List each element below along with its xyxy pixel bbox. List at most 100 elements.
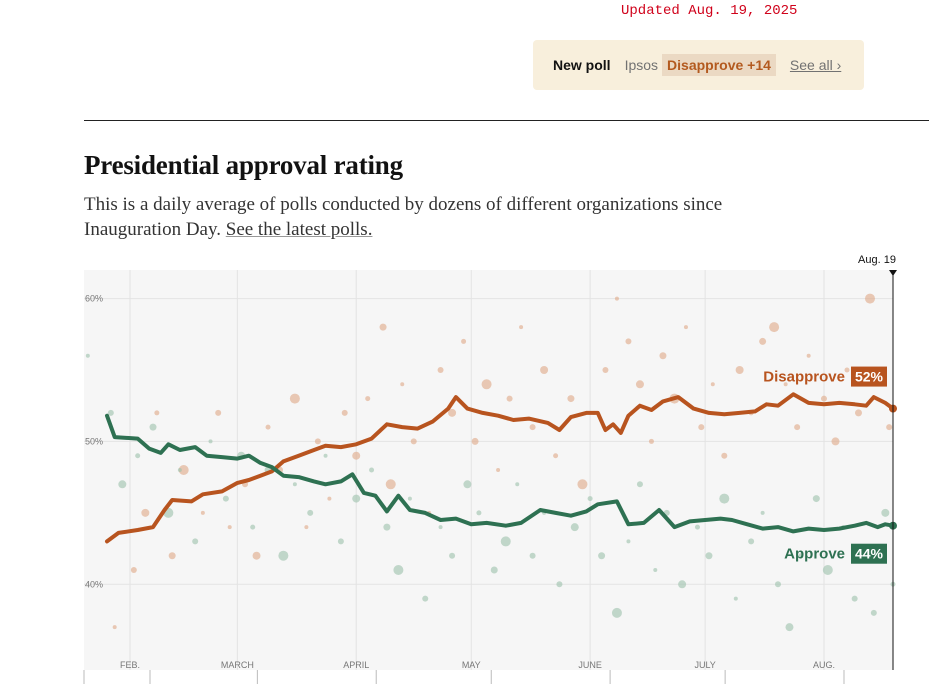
disapprove-poll-dot (227, 525, 232, 530)
approve-poll-dot (422, 595, 429, 602)
approve-poll-dot (500, 536, 511, 547)
disapprove-poll-dot (437, 367, 444, 373)
disapprove-poll-dot (635, 380, 644, 389)
x-tick-label: JULY (694, 660, 715, 670)
approve-poll-dot (570, 523, 579, 532)
approve-poll-dot (760, 510, 765, 515)
disapprove-poll-dot (769, 322, 780, 333)
disapprove-poll-dot (794, 424, 801, 431)
x-tick-label: APRIL (343, 660, 369, 670)
approve-poll-dot (822, 565, 833, 575)
approve-poll-dot (149, 423, 157, 431)
disapprove-pct-label: 52% (855, 369, 884, 385)
y-tick-label: 60% (85, 294, 103, 304)
approve-poll-dot (515, 482, 520, 487)
see-all-link[interactable]: See all › (789, 57, 842, 73)
disapprove-poll-dot (130, 567, 137, 573)
disapprove-poll-dot (854, 409, 862, 417)
approve-poll-dot (636, 481, 643, 488)
y-tick-label: 50% (85, 436, 103, 446)
disapprove-poll-dot (365, 396, 371, 402)
approve-poll-dot (337, 538, 344, 545)
disapprove-poll-dot (648, 438, 654, 444)
disapprove-poll-dot (448, 408, 457, 417)
x-tick-label: FEB. (120, 660, 140, 670)
latest-polls-link[interactable]: See the latest polls. (225, 219, 373, 240)
approve-poll-dot (307, 509, 314, 516)
disapprove-poll-dot (304, 525, 309, 530)
approve-poll-dot (881, 508, 890, 517)
plot-background (84, 270, 893, 670)
disapprove-poll-dot (567, 395, 575, 403)
pollster-name: Ipsos (624, 57, 659, 73)
approve-poll-dot (529, 552, 536, 559)
disapprove-label: Disapprove (763, 369, 845, 386)
disapprove-poll-dot (625, 338, 632, 345)
disapprove-poll-dot (265, 424, 271, 430)
approve-poll-dot (393, 565, 404, 575)
approve-poll-dot (369, 467, 375, 473)
y-tick-label: 40% (85, 579, 103, 589)
x-tick-label: MARCH (221, 660, 254, 670)
description-text: This is a daily average of polls conduct… (84, 194, 723, 240)
approve-pct-label: 44% (855, 546, 884, 562)
chart-description: This is a daily average of polls conduct… (84, 192, 724, 242)
disapprove-poll-dot (496, 468, 501, 472)
approve-poll-dot (587, 496, 593, 502)
disapprove-pct-badge (851, 366, 887, 387)
approve-poll-dot (85, 353, 90, 358)
disapprove-poll-dot (519, 325, 524, 330)
disapprove-poll-dot (844, 367, 850, 373)
approve-poll-dot (694, 524, 700, 530)
disapprove-poll-dot (820, 395, 827, 402)
approve-poll-dot (383, 523, 391, 531)
disapprove-poll-dot (471, 437, 479, 445)
disapprove-poll-dot (540, 366, 549, 374)
disapprove-poll-dot (178, 465, 189, 475)
disapprove-poll-dot (168, 552, 176, 560)
disapprove-poll-dot (698, 424, 705, 431)
section-divider (84, 120, 929, 121)
disapprove-poll-dot (481, 379, 492, 390)
x-tick-label: MAY (462, 660, 481, 670)
approve-poll-dot (407, 496, 412, 501)
approve-poll-dot (719, 493, 730, 504)
disapprove-poll-dot (506, 395, 513, 402)
disapprove-poll-dot (341, 409, 348, 416)
approve-poll-dot (449, 552, 456, 559)
disapprove-poll-dot (400, 382, 405, 387)
approve-poll-dot (748, 538, 755, 545)
approve-poll-dot (705, 552, 713, 560)
approve-poll-dot (278, 550, 289, 561)
new-poll-label: New poll (553, 57, 611, 73)
approve-poll-dot (653, 568, 658, 572)
disapprove-poll-dot (577, 479, 588, 490)
chart-title: Presidential approval rating (84, 150, 403, 180)
approve-poll-dot (208, 439, 213, 444)
disapprove-poll-dot (806, 353, 811, 358)
approve-poll-dot (798, 553, 804, 559)
approve-poll-dot (476, 510, 482, 516)
approve-poll-dot (733, 596, 738, 601)
approve-poll-dot (812, 495, 820, 503)
disapprove-poll-dot (529, 424, 536, 431)
approve-line (105, 413, 895, 534)
disapprove-poll-dot (410, 438, 417, 445)
current-date-arrow (889, 270, 897, 276)
disapprove-poll-dot (886, 424, 893, 431)
disapprove-poll-dot (112, 625, 117, 630)
x-tick-label: AUG. (813, 660, 835, 670)
approve-poll-dot (250, 524, 256, 530)
approve-poll-dot (851, 595, 858, 602)
approve-poll-dot (870, 609, 877, 616)
disapprove-poll-dot (215, 409, 222, 416)
approve-poll-dot (192, 538, 199, 545)
poll-margin-badge: Disapprove +14 (662, 54, 776, 76)
disapprove-poll-dot (200, 510, 205, 515)
disapprove-poll-dot (831, 437, 840, 446)
approve-pct-badge (851, 543, 887, 564)
disapprove-poll-dot (141, 508, 150, 517)
disapprove-poll-dot (352, 451, 361, 460)
approve-poll-dot (611, 607, 622, 618)
disapprove-poll-dot (659, 352, 667, 360)
